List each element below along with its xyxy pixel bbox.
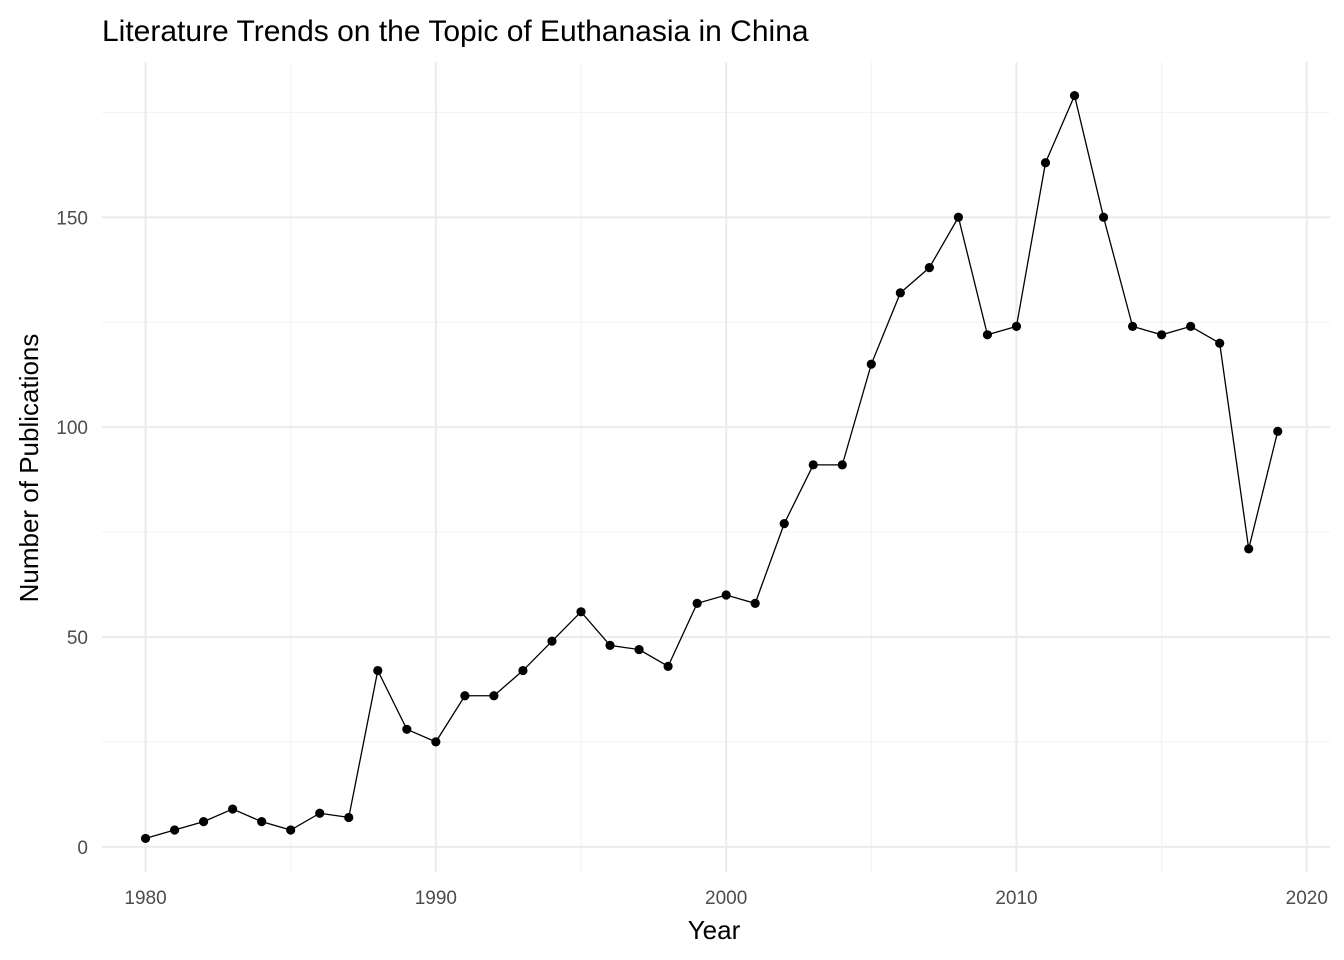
data-point [1186,322,1195,331]
data-point [1128,322,1137,331]
data-point [896,288,905,297]
data-point [373,666,382,675]
data-point [751,599,760,608]
data-point [1244,544,1253,553]
data-point [431,737,440,746]
data-point [1099,213,1108,222]
data-point [518,666,527,675]
x-tick-label: 2010 [995,888,1037,909]
data-point [344,813,353,822]
data-point [1215,339,1224,348]
data-point [170,825,179,834]
x-tick-label: 1990 [415,888,457,909]
data-point [634,645,643,654]
y-axis-title: Number of Publications [14,334,44,603]
y-tick-label: 50 [67,628,88,649]
data-point [983,330,992,339]
data-point [315,809,324,818]
data-point [460,691,469,700]
data-point [489,691,498,700]
y-tick-label: 150 [56,208,88,229]
y-tick-label: 100 [56,418,88,439]
data-point [925,263,934,272]
y-tick-label: 0 [77,838,88,859]
data-point [141,834,150,843]
x-axis-title: Year [688,915,741,945]
data-point [576,607,585,616]
data-point [1157,330,1166,339]
data-point [1070,91,1079,100]
data-point [867,360,876,369]
data-point [605,641,614,650]
chart-title: Literature Trends on the Topic of Euthan… [102,15,809,48]
data-point [663,662,672,671]
x-tick-label: 2000 [705,888,747,909]
data-point [693,599,702,608]
x-tick-label: 1980 [124,888,166,909]
x-tick-label: 2020 [1286,888,1328,909]
data-point [286,825,295,834]
data-point [257,817,266,826]
data-point [402,725,411,734]
data-point [809,460,818,469]
data-point [780,519,789,528]
data-point [954,213,963,222]
data-point [1012,322,1021,331]
data-point [1041,158,1050,167]
data-point [228,804,237,813]
data-point [722,590,731,599]
data-point [838,460,847,469]
data-point [199,817,208,826]
data-point [547,637,556,646]
data-point [1273,427,1282,436]
